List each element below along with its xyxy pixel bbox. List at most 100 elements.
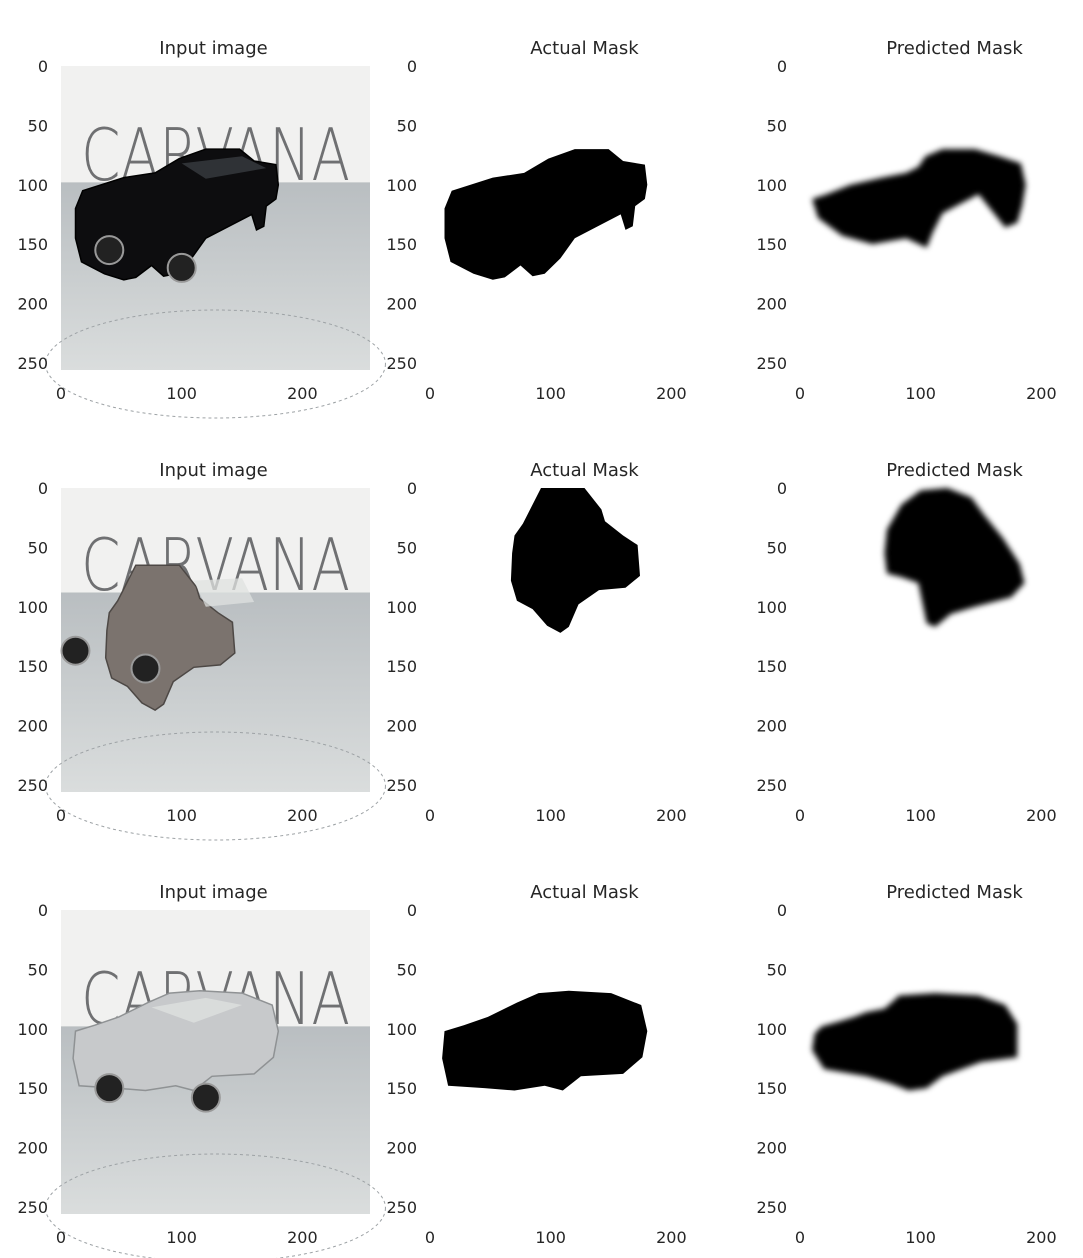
x-tick-label: 0 [56, 384, 66, 403]
input-photo: CARVANA [45, 488, 386, 841]
x-tick-label: 200 [287, 1228, 318, 1247]
y-tick-label: 100 [756, 598, 787, 617]
y-tick-label: 200 [17, 717, 48, 736]
window-mark [193, 578, 255, 607]
x-tick-label: 100 [166, 1228, 197, 1247]
x-tick-label: 200 [1026, 806, 1057, 825]
subplot-title: Input image [159, 882, 267, 903]
x-tick-label: 0 [795, 806, 805, 825]
x-tick-label: 0 [56, 806, 66, 825]
y-tick-label: 150 [386, 657, 417, 676]
y-tick-label: 0 [777, 57, 787, 76]
subplot-title: Predicted Mask [886, 38, 1023, 59]
x-tick-label: 100 [166, 384, 197, 403]
subplot-title: Input image [159, 460, 267, 481]
wheel-mark [94, 235, 125, 266]
y-tick-label: 0 [407, 479, 417, 498]
y-tick-label: 0 [777, 901, 787, 920]
y-tick-label: 250 [17, 354, 48, 373]
x-tick-label: 100 [535, 384, 566, 403]
y-tick-label: 150 [756, 235, 787, 254]
y-tick-label: 0 [38, 479, 48, 498]
x-tick-label: 200 [1026, 1228, 1057, 1247]
car-silhouette [74, 148, 280, 281]
wheel-mark [60, 635, 91, 666]
y-tick-label: 200 [386, 1139, 417, 1158]
y-tick-label: 200 [386, 295, 417, 314]
y-tick-label: 50 [28, 538, 48, 557]
y-tick-label: 100 [756, 1020, 787, 1039]
y-tick-label: 50 [767, 538, 787, 557]
x-tick-label: 100 [905, 806, 936, 825]
subplot-r3-c2: Actual Mask 0 50 100 150 200 250 0 100 200 [386, 882, 739, 1247]
y-tick-label: 200 [756, 717, 787, 736]
x-tick-label: 0 [795, 1228, 805, 1247]
y-tick-label: 200 [756, 1139, 787, 1158]
subplot-r2-c2: Actual Mask 0 50 100 150 200 250 0 100 200 [386, 460, 739, 825]
y-tick-label: 150 [386, 1079, 417, 1098]
x-tick-label: 100 [535, 1228, 566, 1247]
y-tick-label: 50 [397, 538, 417, 557]
x-tick-label: 100 [905, 1228, 936, 1247]
x-tick-label: 0 [795, 384, 805, 403]
y-tick-label: 100 [17, 598, 48, 617]
y-tick-label: 50 [397, 116, 417, 135]
y-tick-label: 50 [767, 960, 787, 979]
y-tick-label: 250 [386, 1198, 417, 1217]
y-tick-label: 150 [17, 235, 48, 254]
subplot-r2-c3: Predicted Mask 0 50 100 150 200 250 0 100 200 [756, 460, 1083, 825]
y-tick-label: 250 [756, 1198, 787, 1217]
turntable-line [45, 1153, 386, 1258]
x-tick-label: 0 [425, 384, 435, 403]
window-mark [181, 156, 267, 179]
y-tick-label: 200 [17, 295, 48, 314]
y-tick-label: 100 [386, 598, 417, 617]
actual-mask-region [444, 149, 648, 280]
y-tick-label: 150 [17, 1079, 48, 1098]
actual-mask-region [510, 488, 640, 633]
subplot-r1-c3: Predicted Mask 0 50 100 150 200 250 0 100 200 [756, 38, 1083, 403]
y-tick-label: 0 [777, 479, 787, 498]
y-tick-label: 200 [386, 717, 417, 736]
y-tick-label: 50 [767, 116, 787, 135]
x-tick-label: 0 [425, 1228, 435, 1247]
y-tick-label: 0 [407, 901, 417, 920]
turntable-line [45, 309, 386, 419]
y-tick-label: 250 [386, 776, 417, 795]
y-tick-label: 150 [756, 1079, 787, 1098]
y-tick-label: 250 [386, 354, 417, 373]
y-tick-label: 100 [17, 1020, 48, 1039]
subplot-title: Input image [159, 38, 267, 59]
predicted-mask-region [812, 149, 1026, 248]
x-tick-label: 0 [425, 806, 435, 825]
subplot-r1-c2: Actual Mask 0 50 100 150 200 250 0 100 200 [386, 38, 739, 403]
subplot-title: Predicted Mask [886, 882, 1023, 903]
y-tick-label: 50 [28, 116, 48, 135]
wheel-mark [190, 1082, 221, 1113]
y-tick-label: 250 [756, 354, 787, 373]
x-tick-label: 200 [656, 806, 687, 825]
x-tick-label: 100 [905, 384, 936, 403]
input-photo: CARVANA [45, 910, 386, 1258]
turntable-line [45, 731, 386, 841]
subplot-title: Actual Mask [530, 882, 639, 903]
y-tick-label: 150 [756, 657, 787, 676]
x-tick-label: 100 [166, 806, 197, 825]
x-tick-label: 200 [1026, 384, 1057, 403]
y-tick-label: 100 [386, 176, 417, 195]
subplot-title: Actual Mask [530, 38, 639, 59]
y-tick-label: 200 [17, 1139, 48, 1158]
y-tick-label: 0 [407, 57, 417, 76]
x-tick-label: 200 [656, 1228, 687, 1247]
y-tick-label: 0 [38, 901, 48, 920]
x-tick-label: 200 [287, 384, 318, 403]
y-tick-label: 250 [17, 776, 48, 795]
y-tick-label: 150 [17, 657, 48, 676]
y-tick-label: 250 [756, 776, 787, 795]
predicted-mask-region [884, 488, 1025, 627]
y-tick-label: 150 [386, 235, 417, 254]
y-tick-label: 100 [386, 1020, 417, 1039]
y-tick-label: 50 [28, 960, 48, 979]
